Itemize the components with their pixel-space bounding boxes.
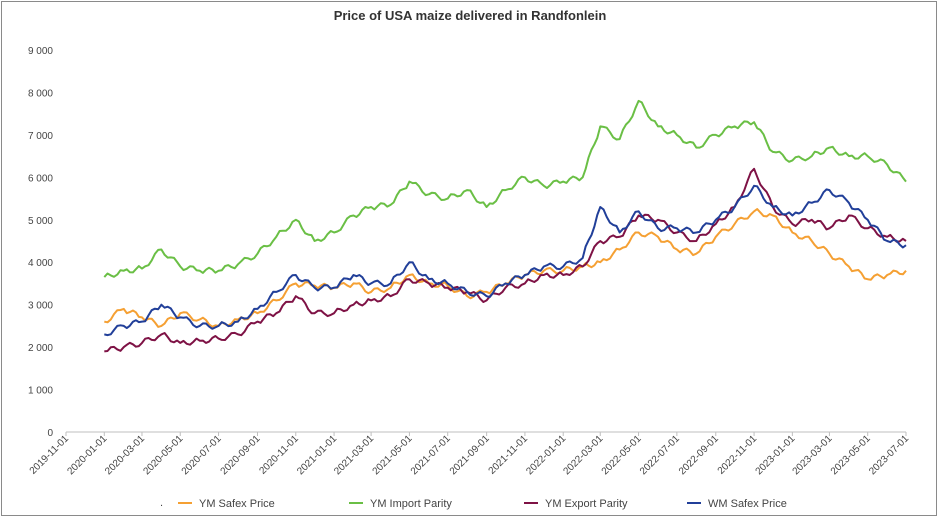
x-tick-label: 2020-03-01 bbox=[103, 433, 147, 477]
y-tick-label: 8 000 bbox=[28, 88, 53, 99]
y-tick-label: 3 000 bbox=[28, 301, 53, 312]
x-tick-label: 2021-07-01 bbox=[409, 433, 453, 477]
legend-dot: . bbox=[160, 497, 163, 509]
series-line-wm-safex-price bbox=[104, 184, 907, 337]
y-tick-label: 0 bbox=[47, 428, 53, 439]
legend-label: WM Safex Price bbox=[708, 498, 787, 510]
x-tick-label: 2022-05-01 bbox=[600, 433, 644, 477]
y-tick-label: 4 000 bbox=[28, 258, 53, 269]
x-tick-label: 2023-03-01 bbox=[791, 433, 835, 477]
series-lines bbox=[103, 99, 907, 353]
y-tick-label: 7 000 bbox=[28, 131, 53, 142]
x-tick-label: 2021-05-01 bbox=[371, 433, 415, 477]
x-tick-label: 2020-09-01 bbox=[219, 433, 263, 477]
x-tick-label: 2022-07-01 bbox=[638, 433, 682, 477]
x-tick-label: 2022-03-01 bbox=[561, 433, 605, 477]
x-tick-label: 2023-07-01 bbox=[867, 433, 911, 477]
series-line-ym-import-parity bbox=[103, 99, 907, 278]
legend: . YM Safex Price YM Import Parity YM Export… bbox=[160, 497, 787, 510]
y-tick-label: 1 000 bbox=[28, 386, 53, 397]
x-tick-label: 2020-05-01 bbox=[141, 433, 185, 477]
legend-label: YM Import Parity bbox=[370, 498, 452, 510]
legend-label: YM Export Parity bbox=[545, 498, 628, 510]
chart-title: Price of USA maize delivered in Randfonl… bbox=[334, 8, 607, 23]
x-axis: 2019-11-012020-01-012020-03-012020-05-01… bbox=[28, 431, 911, 477]
y-tick-label: 5 000 bbox=[28, 216, 53, 227]
x-tick-label: 2021-03-01 bbox=[332, 433, 376, 477]
y-axis: 0 1 000 2 000 3 000 4 000 5 000 6 000 7 000 8 00… bbox=[28, 46, 53, 439]
x-tick-label: 2020-07-01 bbox=[180, 433, 224, 477]
y-tick-label: 6 000 bbox=[28, 173, 53, 184]
x-tick-label: 2023-05-01 bbox=[829, 433, 873, 477]
x-tick-label: 2022-09-01 bbox=[677, 433, 721, 477]
y-tick-label: 9 000 bbox=[28, 46, 53, 57]
y-tick-label: 2 000 bbox=[28, 343, 53, 354]
legend-label: YM Safex Price bbox=[199, 498, 275, 510]
x-tick-label: 2021-09-01 bbox=[448, 433, 492, 477]
